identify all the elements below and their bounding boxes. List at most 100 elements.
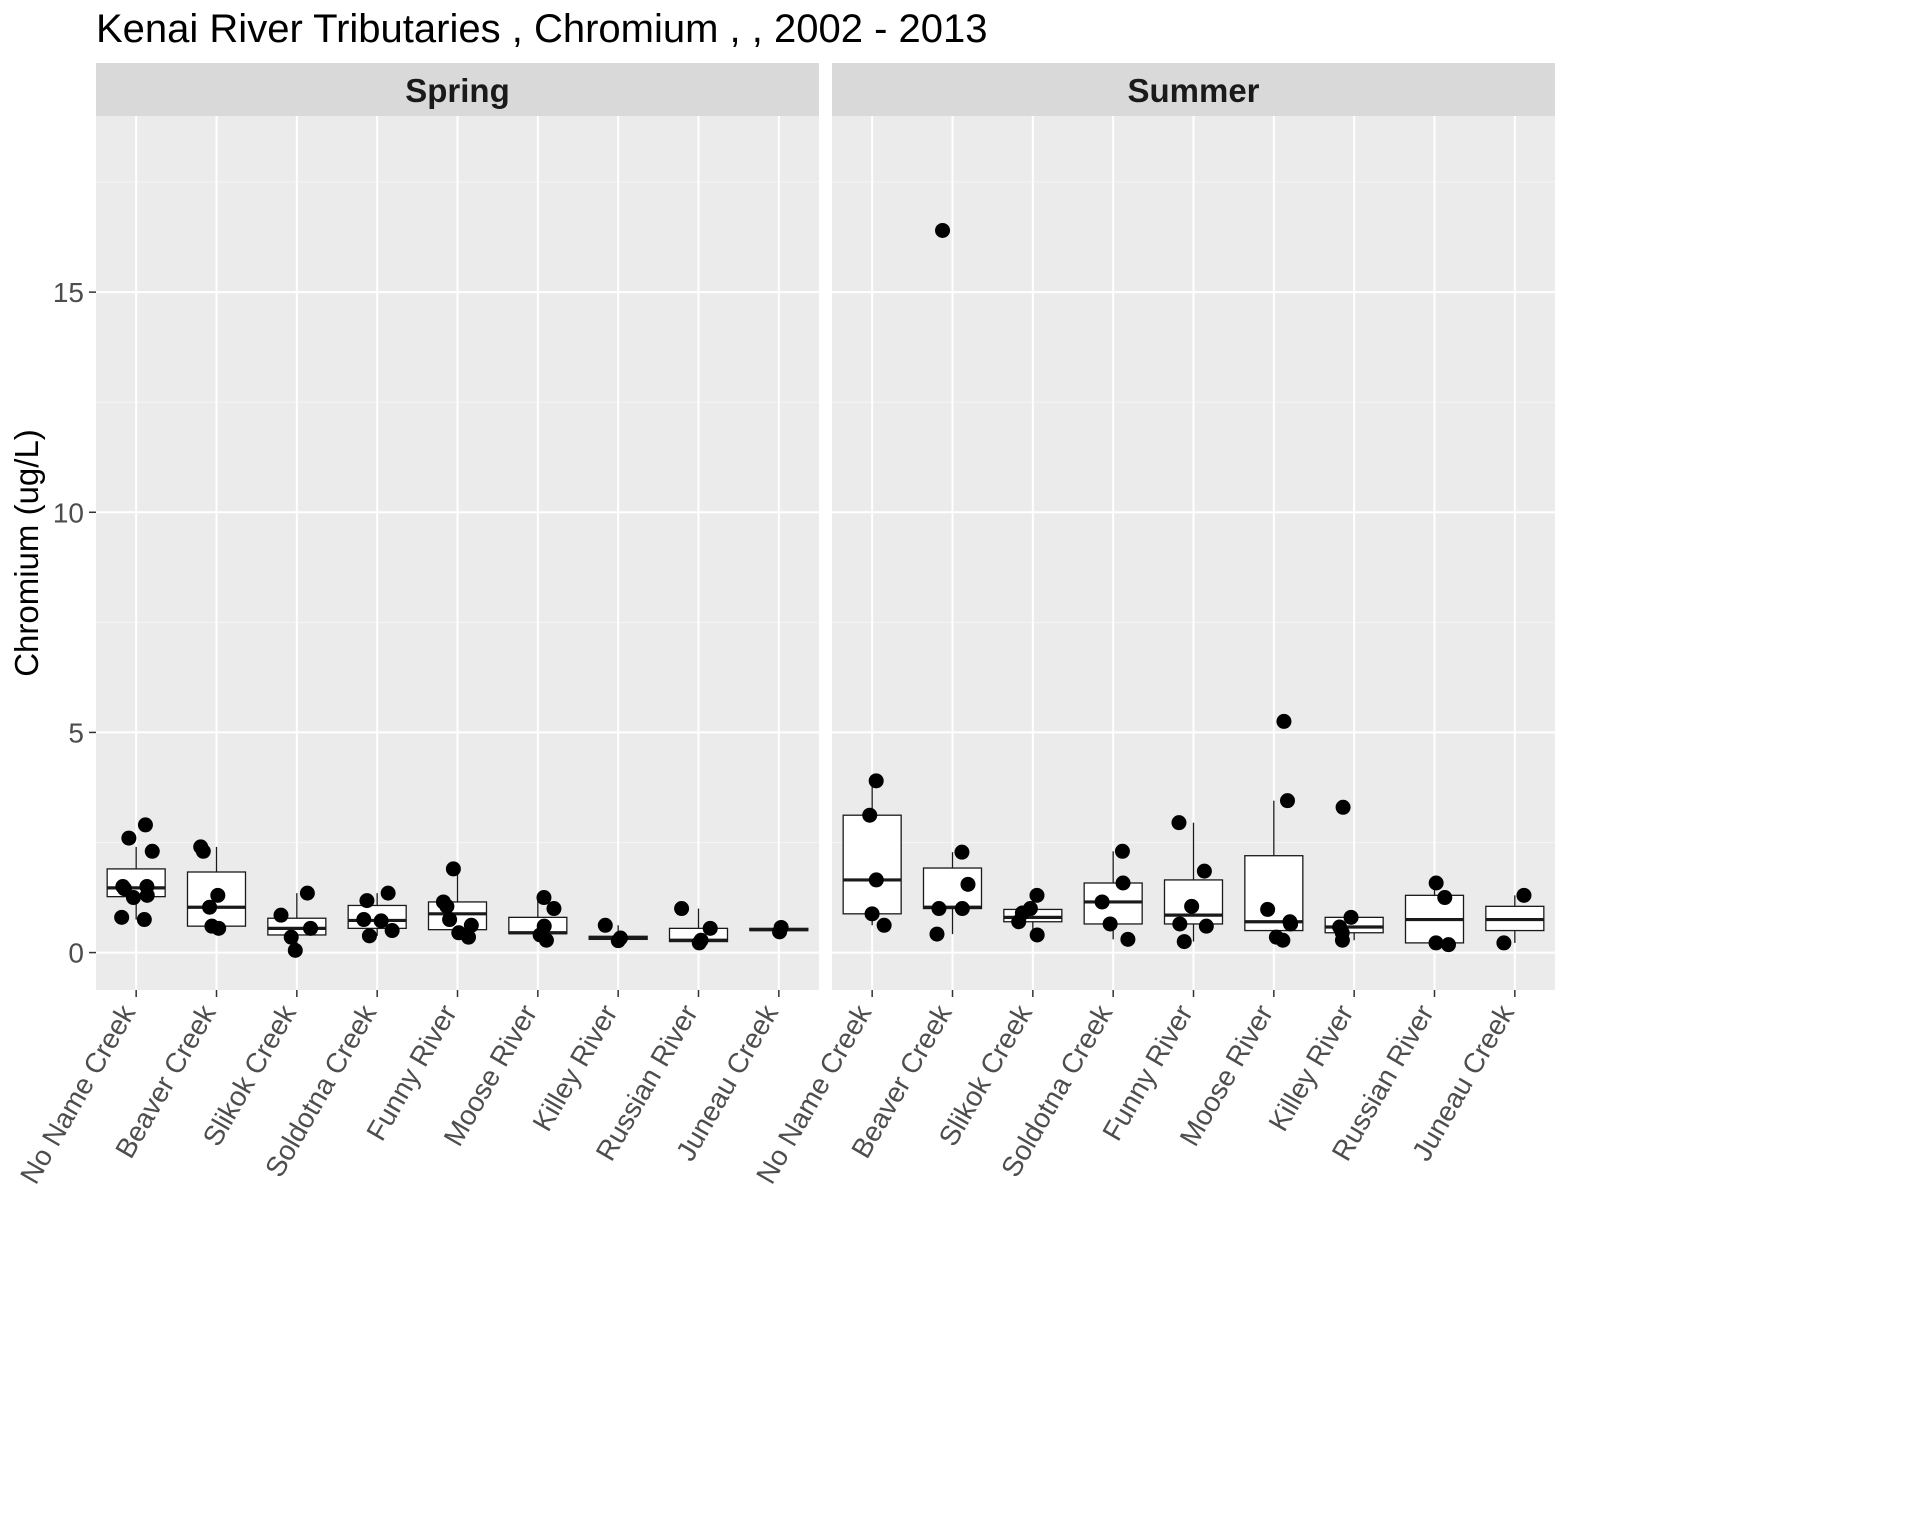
data-point — [121, 830, 137, 846]
data-point — [1094, 894, 1110, 910]
data-point — [287, 942, 303, 958]
data-point — [136, 912, 152, 928]
data-point — [1029, 927, 1045, 943]
data-point — [139, 879, 155, 895]
y-tick-label: 0 — [68, 938, 84, 969]
y-axis: 0 5 10 15 — [53, 277, 96, 969]
facet-label-spring: Spring — [405, 72, 510, 109]
data-point — [868, 872, 884, 888]
box-3 — [267, 885, 327, 958]
facet-strip — [832, 63, 1555, 116]
data-point — [868, 773, 884, 789]
data-point — [1171, 815, 1187, 831]
data-point — [373, 913, 389, 929]
data-point — [1441, 937, 1457, 953]
data-point — [693, 932, 709, 948]
box-5 — [1163, 815, 1224, 950]
chromium-boxplot-chart: Kenai River Tributaries , Chromium , , 2… — [8, 7, 1555, 1189]
data-point — [1428, 875, 1444, 891]
data-point — [862, 807, 878, 823]
data-point — [597, 917, 613, 933]
data-point — [1282, 914, 1298, 930]
data-point — [1276, 713, 1292, 729]
data-point — [1279, 793, 1295, 809]
y-tick-label: 10 — [53, 497, 84, 528]
data-point — [380, 885, 396, 901]
data-point — [1022, 901, 1038, 917]
box-6 — [1244, 713, 1304, 948]
data-point — [435, 894, 451, 910]
data-point — [960, 876, 976, 892]
data-point — [1172, 916, 1188, 932]
data-point — [1029, 887, 1045, 903]
data-point — [935, 222, 951, 238]
data-point — [1268, 929, 1284, 945]
data-point — [1184, 898, 1200, 914]
data-point — [674, 901, 690, 917]
y-axis-title: Chromium (ug/L) — [8, 429, 45, 677]
y-tick-label: 5 — [68, 717, 84, 748]
data-point — [137, 817, 153, 833]
data-point — [1335, 799, 1351, 815]
data-point — [445, 861, 461, 877]
data-point — [1437, 890, 1453, 906]
box-3 — [1003, 887, 1063, 943]
data-point — [114, 909, 130, 925]
facet-label-summer: Summer — [1127, 72, 1259, 109]
box-1 — [842, 773, 902, 933]
box-5 — [427, 861, 488, 945]
data-point — [954, 844, 970, 860]
data-point — [773, 919, 789, 935]
data-point — [1332, 919, 1348, 935]
data-point — [442, 912, 458, 928]
data-point — [204, 918, 220, 934]
data-point — [144, 843, 160, 859]
data-point — [536, 918, 552, 934]
data-point — [1343, 909, 1359, 925]
box-7 — [588, 917, 648, 949]
data-point — [193, 839, 209, 855]
box-8 — [668, 901, 729, 951]
data-point — [202, 899, 218, 915]
data-point — [876, 917, 892, 933]
data-point — [361, 928, 377, 944]
data-point — [299, 885, 315, 901]
chart-title: Kenai River Tributaries , Chromium , , 2… — [96, 7, 988, 51]
data-point — [1496, 935, 1512, 951]
data-point — [115, 879, 131, 895]
box-2 — [186, 839, 247, 936]
data-point — [1260, 901, 1276, 917]
data-point — [931, 901, 947, 917]
data-point — [929, 926, 945, 942]
box-4 — [347, 885, 407, 944]
data-point — [1115, 875, 1131, 891]
data-point — [954, 901, 970, 917]
data-point — [451, 925, 467, 941]
data-point — [463, 917, 479, 933]
data-point — [1196, 863, 1212, 879]
data-point — [1176, 934, 1192, 950]
box-8 — [1404, 875, 1465, 953]
data-point — [1114, 843, 1130, 859]
box-2 — [922, 222, 983, 942]
data-point — [864, 906, 880, 922]
y-tick-label: 15 — [53, 277, 84, 308]
box-7 — [1324, 799, 1384, 948]
data-point — [303, 920, 319, 936]
data-point — [210, 887, 226, 903]
box-1 — [106, 817, 166, 928]
data-point — [356, 912, 372, 928]
box-4 — [1083, 843, 1143, 947]
box-6 — [508, 890, 568, 948]
data-point — [1428, 935, 1444, 951]
data-point — [359, 893, 375, 909]
data-point — [546, 901, 562, 917]
data-point — [536, 890, 552, 906]
data-point — [612, 930, 628, 946]
data-point — [1102, 916, 1118, 932]
box-9 — [1485, 887, 1545, 951]
data-point — [702, 920, 718, 936]
